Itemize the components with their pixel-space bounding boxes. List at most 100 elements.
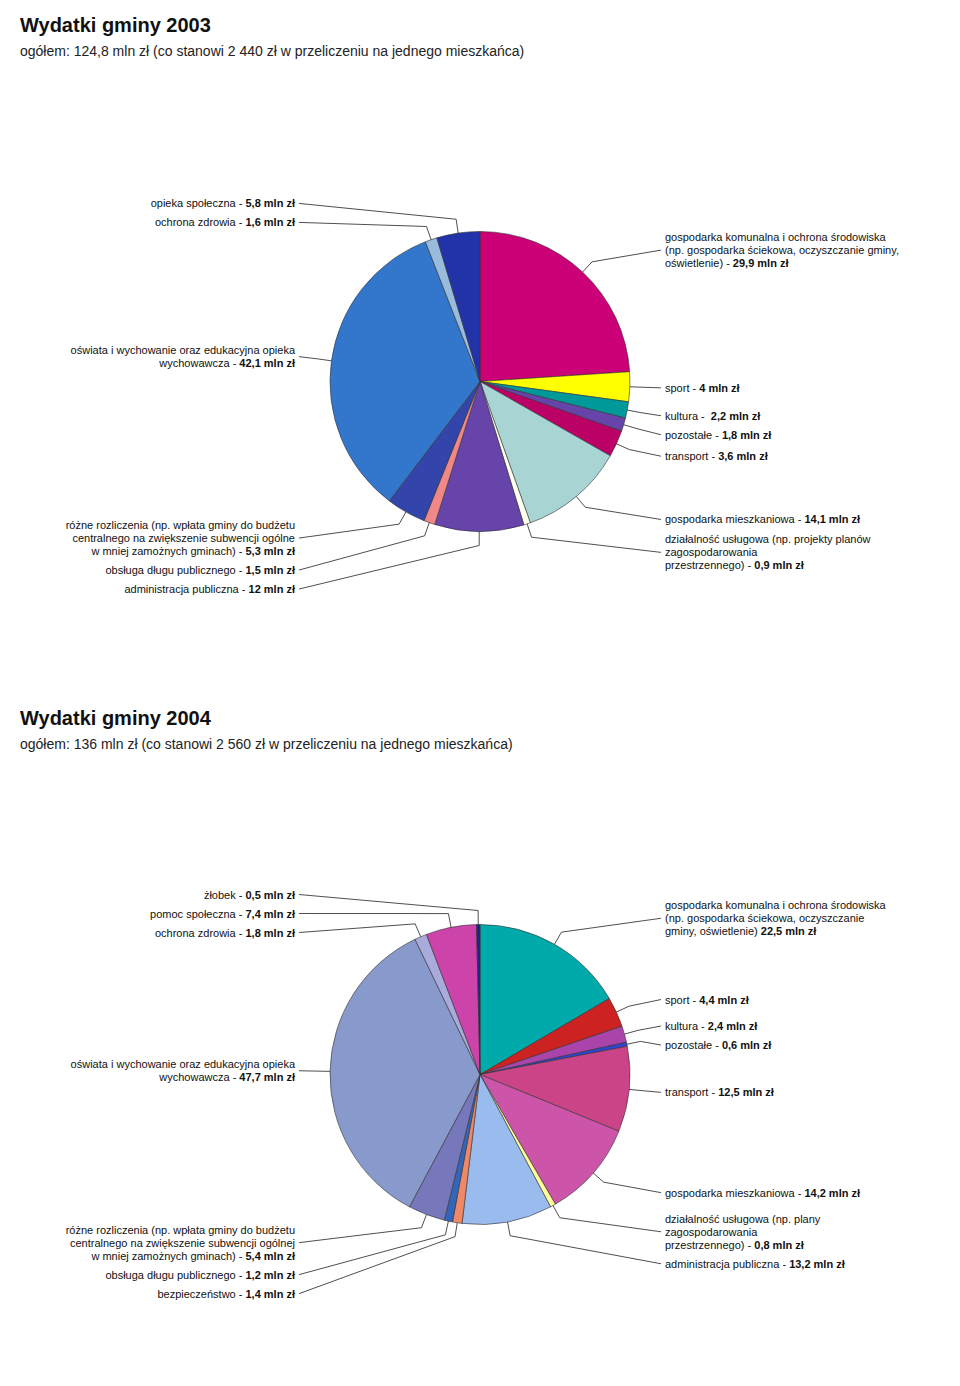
slice-label: gospodarka komunalna i ochrona środowisk… — [665, 899, 887, 937]
slice-labels: gospodarka komunalna i ochrona środowisk… — [66, 197, 899, 595]
data-label: 12,5 mln zł — [718, 1086, 774, 1098]
leader-line — [583, 250, 661, 272]
slice-label: opieka społeczna - 5,8 mln zł — [151, 197, 295, 209]
data-label: 5,4 mln zł — [245, 1250, 295, 1262]
slice-category: różne rozliczenia (np. wpłata gminy do b… — [66, 519, 295, 531]
pie-slice — [477, 925, 480, 1075]
data-label: 14,2 mln zł — [804, 1187, 860, 1199]
slice-category: gospodarka komunalna i ochrona środowisk… — [665, 899, 887, 911]
slice-label: transport - 12,5 mln zł — [665, 1086, 774, 1098]
slice-category: pozostałe - — [665, 1039, 722, 1051]
slice-category: zagospodarowania — [665, 1226, 758, 1238]
data-label: 0,6 mln zł — [722, 1039, 772, 1051]
leader-line — [630, 387, 661, 388]
slice-category: sport - — [665, 994, 699, 1006]
leader-line — [624, 1026, 661, 1034]
pie-slice — [426, 925, 480, 1075]
slice-label: pozostałe - 1,8 mln zł — [665, 429, 771, 441]
data-label: 47,7 mln zł — [239, 1071, 295, 1083]
leader-line — [299, 1215, 426, 1243]
slice-category: wychowawcza - — [158, 357, 239, 369]
slice-category: obsługa długu publicznego - — [105, 564, 245, 576]
leader-line — [299, 1070, 330, 1072]
leader-line — [299, 203, 458, 233]
slice-labels: gospodarka komunalna i ochrona środowisk… — [66, 889, 887, 1300]
chart-canvas: Wydatki gminy 2003ogółem: 124,8 mln zł (… — [0, 0, 960, 1386]
slice-category: administracja publiczna - — [665, 1258, 789, 1270]
slice-category: ochrona zdrowia - — [155, 216, 246, 228]
slice-label: oświata i wychowanie oraz edukacyjna opi… — [71, 344, 296, 369]
leader-line — [593, 1173, 661, 1193]
slice-label: kultura - 2,4 mln zł — [665, 1020, 757, 1032]
chart-subtitle: ogółem: 136 mln zł (co stanowi 2 560 zł … — [20, 736, 513, 752]
slice-category: gminy, oświetlenie) — [665, 925, 761, 937]
data-label: 12 mln zł — [249, 583, 295, 595]
pie-slice — [437, 232, 480, 382]
data-label: 7,4 mln zł — [245, 908, 295, 920]
data-label: 22,5 mln zł — [761, 925, 817, 937]
data-label: 14,1 mln zł — [804, 513, 860, 525]
data-label: 2,4 mln zł — [708, 1020, 758, 1032]
slice-label: administracja publiczna - 13,2 mln zł — [665, 1258, 845, 1270]
slice-category: administracja publiczna - — [124, 583, 248, 595]
data-label: 0,5 mln zł — [245, 889, 295, 901]
slice-label: działalność usługowa (np. planyzagospoda… — [665, 1213, 821, 1251]
slice-label: kultura - 2,2 mln zł — [665, 410, 760, 422]
leader-line — [616, 444, 661, 456]
leader-line — [576, 496, 661, 519]
slice-label: gospodarka mieszkaniowa - 14,1 mln zł — [665, 513, 860, 525]
slice-category: wychowawcza - — [158, 1071, 239, 1083]
slice-label: gospodarka mieszkaniowa - 14,2 mln zł — [665, 1187, 860, 1199]
data-label: 1,8 mln zł — [245, 927, 295, 939]
slice-category: działalność usługowa (np. projekty planó… — [665, 533, 871, 545]
slice-label: różne rozliczenia (np. wpłata gminy do b… — [66, 519, 295, 557]
slice-category: pozostałe - — [665, 429, 722, 441]
slice-category: ochrona zdrowia - — [155, 927, 246, 939]
chart-title: Wydatki gminy 2004 — [20, 707, 212, 729]
slice-category: centralnego na zwiększenie subwencji ogó… — [70, 1237, 295, 1249]
slice-category: przestrzennego) - — [665, 559, 754, 571]
slice-category: oświetlenie) - — [665, 257, 733, 269]
data-label: 0,8 mln zł — [754, 1239, 804, 1251]
slices — [330, 232, 630, 532]
leader-line — [627, 410, 661, 416]
leader-line — [554, 918, 661, 944]
slice-category: kultura - — [665, 410, 711, 422]
leader-line — [616, 1000, 661, 1012]
slices — [330, 925, 630, 1225]
leader-line — [299, 512, 406, 538]
data-label: 1,2 mln zł — [245, 1269, 295, 1281]
leader-line — [627, 1041, 661, 1045]
slice-category: oświata i wychowanie oraz edukacyjna opi… — [71, 1058, 296, 1070]
background — [0, 0, 960, 1386]
slice-category: transport - — [665, 450, 718, 462]
slice-category: (np. gospodarka ściekowa, oczyszczanie g… — [665, 244, 899, 256]
slice-label: obsługa długu publicznego - 1,2 mln zł — [105, 1269, 295, 1281]
leader-line — [527, 524, 661, 552]
slice-category: żłobek - — [204, 889, 246, 901]
chart-title: Wydatki gminy 2003 — [20, 14, 211, 36]
slice-category: obsługa długu publicznego - — [105, 1269, 245, 1281]
slice-label: sport - 4,4 mln zł — [665, 994, 749, 1006]
leader-line — [629, 1089, 661, 1092]
leader-line — [299, 924, 421, 937]
slice-category: gospodarka mieszkaniowa - — [665, 513, 804, 525]
leader-line — [553, 1206, 661, 1232]
leader-line — [299, 531, 479, 589]
data-label: 5,3 mln zł — [245, 545, 295, 557]
slice-label: obsługa długu publicznego - 1,5 mln zł — [105, 564, 295, 576]
slice-label: ochrona zdrowia - 1,8 mln zł — [155, 927, 295, 939]
pie-chart: Wydatki gminy 2003ogółem: 124,8 mln zł (… — [20, 14, 899, 595]
leader-line — [299, 895, 478, 925]
slice-category: (np. gospodarka ściekowa, oczyszczanie — [665, 912, 864, 924]
leader-line — [508, 1222, 661, 1264]
slice-label: sport - 4 mln zł — [665, 382, 740, 394]
slice-category: centralnego na zwiększenie subwencji ogó… — [72, 532, 295, 544]
slice-category: gospodarka komunalna i ochrona środowisk… — [665, 231, 887, 243]
pie-chart: Wydatki gminy 2004 ogółem: 136 mln zł (co… — [20, 707, 887, 1300]
slice-category: opieka społeczna - — [151, 197, 246, 209]
slice-category: sport - — [665, 382, 699, 394]
leader-line — [299, 523, 429, 570]
leader-line — [299, 357, 331, 361]
slice-label: bezpieczeństwo - 1,4 mln zł — [157, 1288, 295, 1300]
